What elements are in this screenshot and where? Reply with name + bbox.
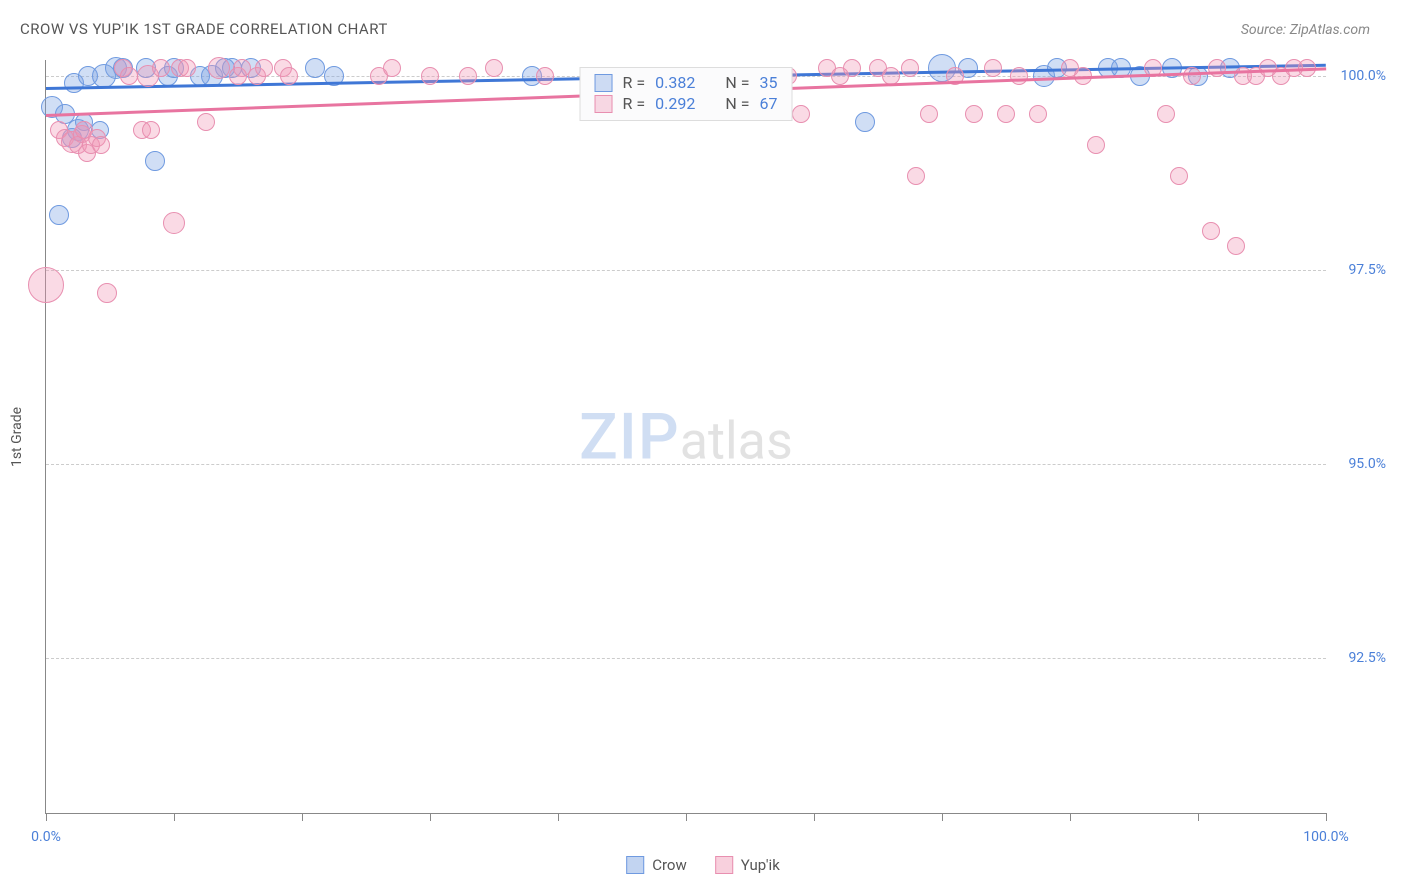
series-swatch (595, 74, 613, 92)
gridline (46, 270, 1326, 271)
x-tick-label: 0.0% (31, 829, 61, 845)
data-point[interactable] (178, 59, 196, 77)
data-point[interactable] (421, 67, 439, 85)
stat-row: R = 0.382 N = 35 (595, 72, 778, 93)
data-point[interactable] (1170, 167, 1188, 185)
n-value: 35 (759, 73, 777, 92)
source-label: Source: ZipAtlas.com (1241, 22, 1370, 38)
data-point[interactable] (152, 59, 170, 77)
data-point[interactable] (255, 59, 273, 77)
series-swatch (595, 95, 613, 113)
data-point[interactable] (383, 59, 401, 77)
stat-box: R = 0.382 N = 35 R = 0.292 N = 67 (580, 67, 793, 121)
data-point[interactable] (163, 212, 185, 234)
x-tick (302, 813, 303, 821)
x-tick-label: 100.0% (1303, 829, 1348, 845)
x-tick (430, 813, 431, 821)
x-tick (686, 813, 687, 821)
legend-swatch (626, 856, 644, 874)
y-tick-label: 95.0% (1331, 456, 1386, 472)
data-point[interactable] (882, 67, 900, 85)
n-label: N = (725, 94, 749, 113)
x-tick (558, 813, 559, 821)
data-point[interactable] (28, 267, 64, 303)
data-point[interactable] (997, 105, 1015, 123)
data-point[interactable] (843, 59, 861, 77)
legend-item[interactable]: Crow (626, 856, 687, 874)
data-point[interactable] (208, 57, 230, 79)
legend-label: Yup'ik (741, 856, 780, 874)
data-point[interactable] (197, 113, 215, 131)
x-tick (174, 813, 175, 821)
data-point[interactable] (459, 67, 477, 85)
data-point[interactable] (97, 283, 117, 303)
data-point[interactable] (49, 205, 69, 225)
x-tick (46, 813, 47, 821)
legend-swatch (715, 856, 733, 874)
data-point[interactable] (92, 136, 110, 154)
r-value: 0.382 (655, 73, 695, 92)
legend: Crow Yup'ik (626, 856, 780, 874)
x-tick (1198, 813, 1199, 821)
data-point[interactable] (1227, 237, 1245, 255)
legend-label: Crow (652, 856, 687, 874)
data-point[interactable] (1010, 67, 1028, 85)
data-point[interactable] (984, 59, 1002, 77)
data-point[interactable] (901, 59, 919, 77)
legend-item[interactable]: Yup'ik (715, 856, 780, 874)
r-label: R = (623, 94, 646, 113)
data-point[interactable] (145, 151, 165, 171)
y-tick-label: 100.0% (1331, 68, 1386, 84)
data-point[interactable] (1029, 105, 1047, 123)
data-point[interactable] (907, 167, 925, 185)
data-point[interactable] (1183, 67, 1201, 85)
x-tick (942, 813, 943, 821)
y-tick-label: 97.5% (1331, 262, 1386, 278)
data-point[interactable] (855, 112, 875, 132)
data-point[interactable] (920, 105, 938, 123)
watermark-atlas: atlas (680, 410, 793, 471)
chart-title: CROW VS YUP'IK 1ST GRADE CORRELATION CHA… (20, 20, 388, 38)
n-label: N = (725, 73, 749, 92)
r-value: 0.292 (655, 94, 695, 113)
gridline (46, 658, 1326, 659)
data-point[interactable] (792, 105, 810, 123)
gridline (46, 464, 1326, 465)
r-label: R = (623, 73, 646, 92)
x-tick (814, 813, 815, 821)
chart-container: 1st Grade ZIPatlas 100.0%97.5%95.0%92.5%… (45, 60, 1326, 814)
data-point[interactable] (305, 58, 325, 78)
data-point[interactable] (1202, 222, 1220, 240)
y-tick-label: 92.5% (1331, 650, 1386, 666)
data-point[interactable] (485, 59, 503, 77)
plot-area: ZIPatlas 100.0%97.5%95.0%92.5%0.0%100.0%… (45, 60, 1326, 814)
data-point[interactable] (1157, 105, 1175, 123)
data-point[interactable] (120, 67, 138, 85)
data-point[interactable] (142, 121, 160, 139)
stat-row: R = 0.292 N = 67 (595, 93, 778, 114)
n-value: 67 (759, 94, 777, 113)
x-tick (1070, 813, 1071, 821)
y-axis-label: 1st Grade (9, 407, 25, 467)
data-point[interactable] (536, 67, 554, 85)
x-tick (1326, 813, 1327, 821)
data-point[interactable] (1087, 136, 1105, 154)
data-point[interactable] (280, 67, 298, 85)
data-point[interactable] (965, 105, 983, 123)
